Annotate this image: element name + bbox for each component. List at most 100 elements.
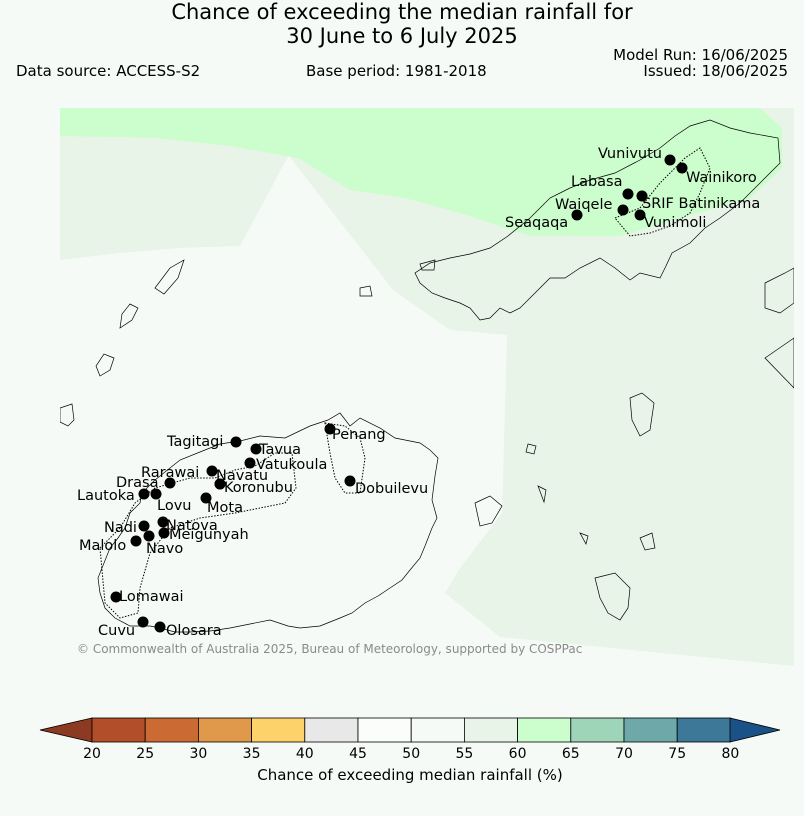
- place-marker: [250, 443, 262, 455]
- place-marker: [214, 478, 226, 490]
- place-marker: [143, 530, 155, 542]
- island-west-2: [95, 353, 115, 377]
- place-marker: [676, 162, 688, 174]
- place-marker: [130, 535, 142, 547]
- place-label: Koronubu: [224, 480, 293, 496]
- colorbar-tick-label: 55: [455, 746, 473, 762]
- colorbar-bin: [251, 717, 306, 743]
- island-lau-4: [525, 443, 537, 455]
- place-marker: [110, 591, 122, 603]
- colorbar-bin: [463, 717, 518, 743]
- colorbar-tick-label: 25: [136, 746, 154, 762]
- place-label: Vunivutu: [598, 146, 662, 162]
- colorbar-bin: [676, 717, 731, 743]
- place-marker: [571, 209, 583, 221]
- place-label: Malolo: [79, 538, 126, 554]
- colorbar-tick-label: 60: [509, 746, 527, 762]
- place-marker: [158, 527, 170, 539]
- colorbar-tick-label: 80: [721, 746, 739, 762]
- colorbar-tick-label: 70: [615, 746, 633, 762]
- colorbar-tick-label: 35: [243, 746, 261, 762]
- island-lau-6: [419, 259, 436, 271]
- colorbar-bin: [91, 717, 146, 743]
- island-lau-1: [639, 532, 656, 551]
- colorbar: 20 25 30 35 40 45 50 55 60 65 70 75 80: [39, 717, 781, 762]
- place-label: Navo: [146, 541, 183, 557]
- place-marker: [164, 477, 176, 489]
- place-label: Vatukoula: [256, 457, 327, 473]
- island-moala: [629, 392, 655, 437]
- region-above-60: [60, 108, 782, 236]
- colorbar-bin: [144, 717, 199, 743]
- place-label: Penang: [332, 427, 386, 443]
- place-marker: [622, 188, 634, 200]
- colorbar-tick-label: 65: [562, 746, 580, 762]
- place-marker: [154, 621, 166, 633]
- colorbar-bins: [91, 717, 731, 743]
- place-marker: [324, 423, 336, 435]
- place-label: Labasa: [571, 174, 623, 190]
- place-marker: [200, 492, 212, 504]
- place-label: SRIF Batinikama: [642, 196, 760, 212]
- place-label: Natova: [166, 518, 218, 534]
- rainfall-map: Vunivutu Wainikoro Labasa SRIF Batinikama Wa…: [60, 108, 794, 666]
- place-marker: [664, 154, 676, 166]
- region-55-60-west: [60, 133, 290, 260]
- island-lau-5: [764, 337, 794, 389]
- base-period-text: Base period: 1981-2018: [306, 62, 487, 80]
- colorbar-tick-label: 50: [402, 746, 420, 762]
- viti-levu-coast: [97, 412, 439, 633]
- place-label: Rarawai: [141, 465, 199, 481]
- region-55-60-north: [60, 108, 794, 666]
- place-marker: [137, 616, 149, 628]
- place-label: Mota: [207, 500, 243, 516]
- colorbar-bin: [197, 717, 252, 743]
- copyright-text: © Commonwealth of Australia 2025, Bureau…: [77, 642, 583, 656]
- place-label: Cuvu: [98, 623, 135, 639]
- place-label: Lovu: [157, 498, 191, 514]
- island-west-1: [60, 403, 75, 427]
- colorbar-tick-label: 45: [349, 746, 367, 762]
- colorbar-bin: [304, 717, 359, 743]
- place-marker: [636, 190, 648, 202]
- place-marker: [344, 475, 356, 487]
- colorbar-underflow-arrow: [39, 717, 93, 743]
- place-marker: [138, 520, 150, 532]
- place-label: Meigunyah: [169, 527, 249, 543]
- place-label: Waiqele: [555, 197, 612, 213]
- place-marker: [150, 488, 162, 500]
- place-label: Nadi: [104, 520, 137, 536]
- island-west-3: [119, 303, 139, 329]
- island-gau: [474, 495, 503, 527]
- place-marker: [206, 465, 218, 477]
- colorbar-overflow-arrow: [729, 717, 781, 743]
- colorbar-bin: [410, 717, 465, 743]
- colorbar-tick-label: 20: [83, 746, 101, 762]
- colorbar-bin: [623, 717, 678, 743]
- title-line-1: Chance of exceeding the median rainfall …: [171, 0, 633, 24]
- place-marker: [617, 204, 629, 216]
- place-label: Tavua: [258, 442, 301, 458]
- place-label: Lautoka: [77, 488, 135, 504]
- island-lau-3: [537, 485, 547, 504]
- district-outlines: [99, 147, 711, 619]
- colorbar-bin: [517, 717, 572, 743]
- place-label: Wainikoro: [686, 170, 757, 186]
- colorbar-ticks: 20 25 30 35 40 45 50 55 60 65 70 75 80: [83, 746, 739, 762]
- place-marker: [138, 488, 150, 500]
- colorbar-tick-label: 30: [189, 746, 207, 762]
- place-marker: [230, 436, 242, 448]
- place-label: Seaqaqa: [505, 215, 568, 231]
- kadavu-coast: [594, 572, 631, 621]
- place-markers: Vunivutu Wainikoro Labasa SRIF Batinikama Wa…: [77, 146, 760, 639]
- colorbar-bin: [357, 717, 412, 743]
- vanua-levu-coast: [414, 119, 781, 321]
- colorbar-title: Chance of exceeding median rainfall (%): [257, 766, 563, 784]
- colorbar-bin: [570, 717, 625, 743]
- place-label: Drasa: [116, 475, 158, 491]
- coastlines: [60, 119, 794, 633]
- colorbar-tick-label: 75: [668, 746, 686, 762]
- island-koro: [359, 285, 373, 297]
- taveuni-coast: [764, 267, 794, 314]
- title-line-2: 30 June to 6 July 2025: [286, 24, 518, 48]
